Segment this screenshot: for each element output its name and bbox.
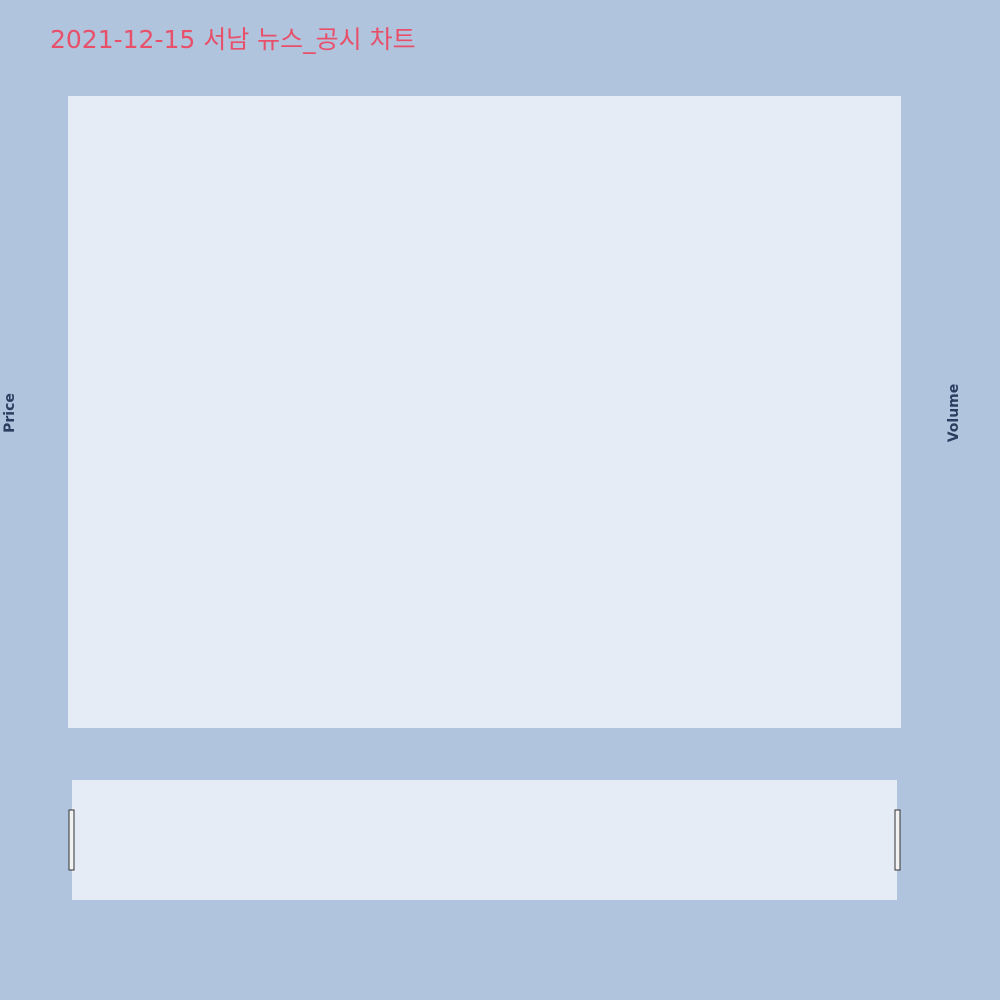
slider-handle-left[interactable] <box>68 809 75 871</box>
y2-axis-title: Volume <box>946 384 962 443</box>
chart-title: 2021-12-15 서남 뉴스_공시 차트 <box>50 25 416 54</box>
slider-handle-right[interactable] <box>894 809 901 871</box>
y-axis-title: Price <box>2 393 18 433</box>
range-slider[interactable] <box>72 780 897 900</box>
plot-area <box>68 96 901 728</box>
